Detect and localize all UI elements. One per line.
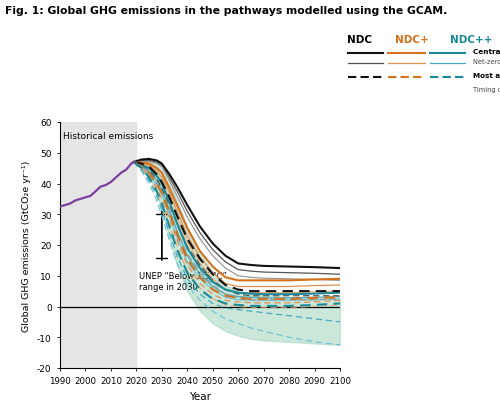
Y-axis label: Global GHG emissions (GtCO₂e yr⁻¹): Global GHG emissions (GtCO₂e yr⁻¹) — [22, 160, 32, 331]
Text: NDC++: NDC++ — [450, 35, 492, 45]
Bar — [60, 123, 136, 368]
Text: Historical emissions: Historical emissions — [62, 132, 153, 141]
Text: NDC: NDC — [348, 35, 372, 45]
Text: Central: 2% decarbonization: Central: 2% decarbonization — [473, 49, 500, 55]
Text: Timing of net-zero pledges advanced by 10 years: Timing of net-zero pledges advanced by 1… — [473, 87, 500, 93]
Text: NDC+: NDC+ — [395, 35, 428, 45]
Text: Net-zero pledges achieved in target year: Net-zero pledges achieved in target year — [473, 59, 500, 65]
Text: UNEP “Below 1.5 °C”
range in 2030: UNEP “Below 1.5 °C” range in 2030 — [139, 272, 227, 291]
Text: Most ambitious: 8% decarbonization: Most ambitious: 8% decarbonization — [473, 73, 500, 79]
Text: Fig. 1: Global GHG emissions in the pathways modelled using the GCAM.: Fig. 1: Global GHG emissions in the path… — [5, 6, 448, 16]
X-axis label: Year: Year — [189, 391, 211, 401]
